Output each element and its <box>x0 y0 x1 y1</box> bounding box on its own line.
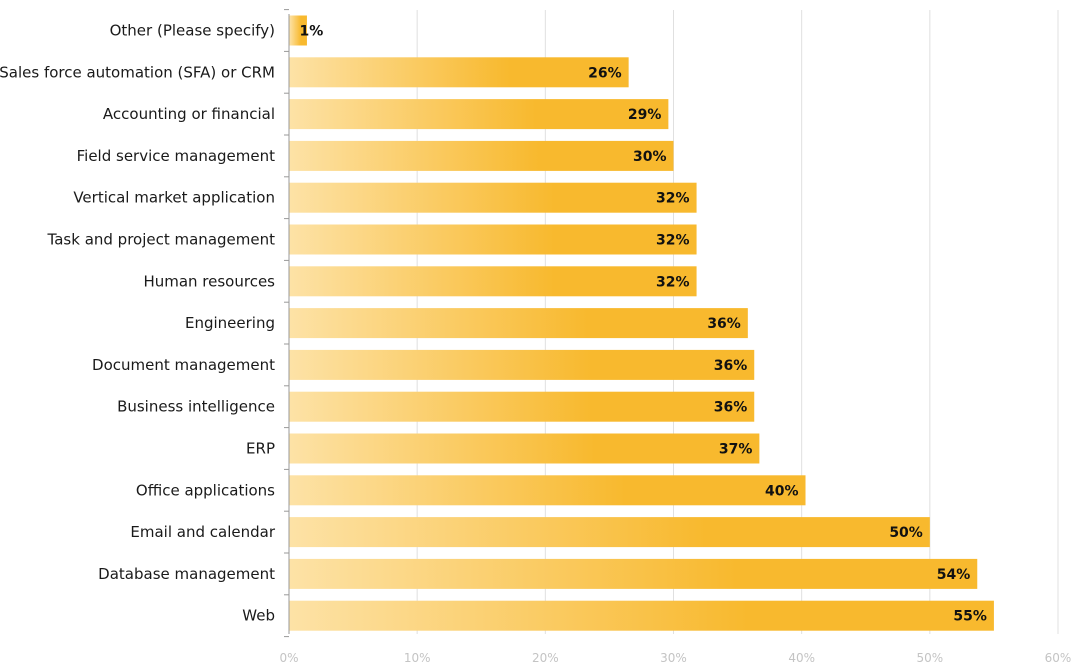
data-label: 36% <box>714 358 748 374</box>
x-tick-label: 40% <box>788 651 815 665</box>
category-label: Business intelligence <box>117 398 275 416</box>
data-label: 32% <box>656 191 690 207</box>
y-axis <box>284 9 290 638</box>
category-label: Web <box>242 607 275 625</box>
bar <box>289 558 978 589</box>
bar <box>289 99 669 130</box>
category-label: Database management <box>98 565 275 583</box>
bar <box>289 57 629 88</box>
data-label: 54% <box>937 567 971 583</box>
category-label: ERP <box>246 440 275 458</box>
category-label: Accounting or financial <box>103 105 275 123</box>
bar <box>289 15 307 46</box>
category-label: Engineering <box>185 314 275 332</box>
bar <box>289 182 697 213</box>
data-label: 32% <box>656 274 690 290</box>
data-label: 55% <box>953 609 987 625</box>
bar <box>289 266 697 297</box>
data-label: 36% <box>714 400 748 416</box>
x-tick-label: 30% <box>660 651 687 665</box>
data-label: 36% <box>707 316 741 332</box>
category-label: Sales force automation (SFA) or CRM <box>0 63 275 81</box>
bar <box>289 433 760 464</box>
data-label: 26% <box>588 65 622 81</box>
bar <box>289 391 755 422</box>
category-label: Email and calendar <box>130 523 275 541</box>
data-label: 32% <box>656 233 690 249</box>
bar <box>289 349 755 380</box>
data-label: 30% <box>633 149 667 165</box>
bar <box>289 600 994 631</box>
x-tick-label: 20% <box>532 651 559 665</box>
category-label: Human resources <box>143 272 275 290</box>
category-label: Field service management <box>77 147 275 165</box>
data-label: 1% <box>300 24 324 40</box>
data-label: 37% <box>719 442 753 458</box>
data-label: 29% <box>628 107 662 123</box>
category-label: Vertical market application <box>73 189 275 207</box>
bars <box>289 15 994 631</box>
labels: 0% 10% 20% 30% 40% 50% 60% Other (Please specif… <box>0 22 1071 666</box>
bar <box>289 475 806 506</box>
x-tick-label: 10% <box>404 651 431 665</box>
x-tick-label: 0% <box>279 651 298 665</box>
category-label: Other (Please specify) <box>110 22 275 40</box>
category-label: Office applications <box>136 481 275 499</box>
data-label: 50% <box>889 525 923 541</box>
x-tick-label: 60% <box>1045 651 1072 665</box>
data-label: 40% <box>765 483 799 499</box>
bar <box>289 517 930 548</box>
category-label: Document management <box>92 356 275 374</box>
bar <box>289 140 674 171</box>
bar <box>289 224 697 255</box>
category-label: Task and project management <box>47 231 276 249</box>
bar <box>289 308 748 339</box>
x-tick-label: 50% <box>916 651 943 665</box>
